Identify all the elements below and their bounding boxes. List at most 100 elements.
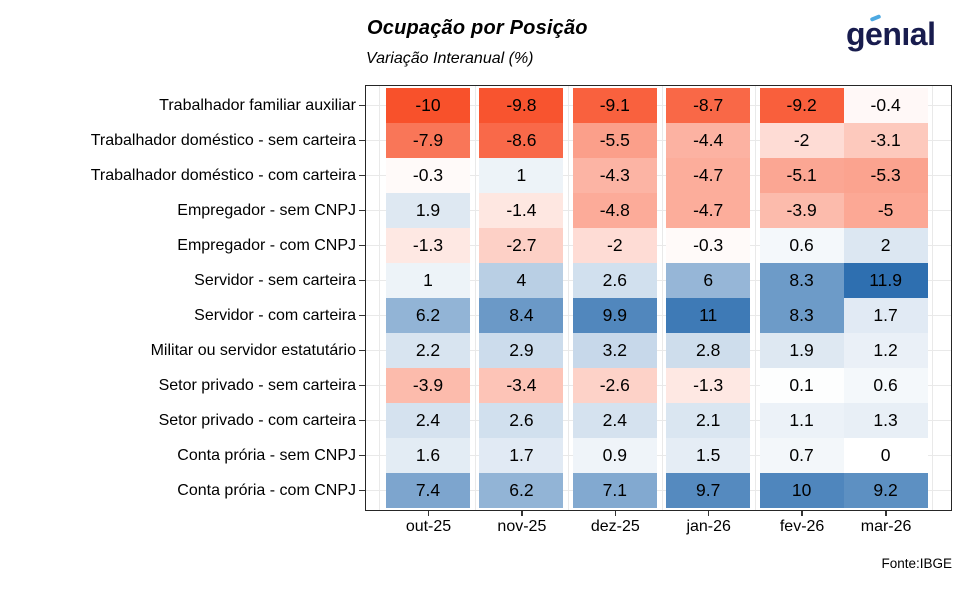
heatmap-cell: -1.3	[386, 227, 470, 263]
y-axis-tick	[359, 279, 365, 282]
gridline-horizontal	[366, 455, 951, 456]
gridline-vertical	[661, 86, 663, 510]
gridline-horizontal	[366, 280, 951, 281]
gridline-horizontal	[366, 385, 951, 386]
chart-title: Ocupação por Posição	[367, 17, 588, 39]
heatmap-cell: 11.9	[843, 262, 928, 298]
heatmap-cell: 1.9	[386, 192, 470, 228]
heatmap-column: -0.4 -3.1 -5.3 -5 2 11.9 1.7 1.2 0.6 1.3 0 9.2	[843, 87, 928, 508]
genial-logo: genıal	[846, 10, 956, 58]
gridline-vertical	[474, 86, 476, 510]
heatmap-cell: 9.2	[843, 472, 928, 508]
heatmap-cell: 8.3	[759, 262, 844, 298]
heatmap-cell: -4.7	[666, 192, 751, 228]
gridline-horizontal	[366, 350, 951, 351]
x-axis-label: out-25	[405, 518, 452, 535]
heatmap-cell: 1	[386, 262, 470, 298]
heatmap-cell: -2	[572, 227, 657, 263]
heatmap-cell: -8.6	[479, 122, 564, 158]
source-note: Fonte:IBGE	[881, 556, 952, 571]
gridline-vertical	[568, 86, 570, 510]
heatmap-cell: 0.7	[759, 437, 844, 473]
heatmap-cell: 2.6	[479, 402, 564, 438]
heatmap-cell: 0	[843, 437, 928, 473]
y-axis-label: Empregador - com CNPJ	[177, 236, 356, 254]
y-axis-tick	[359, 314, 365, 317]
heatmap-cell: -5.5	[572, 122, 657, 158]
y-axis-label: Empregador - sem CNPJ	[177, 201, 356, 219]
x-axis-label: fev-26	[779, 518, 825, 535]
heatmap-cell: 6.2	[479, 472, 564, 508]
heatmap-cell: 0.9	[572, 437, 657, 473]
heatmap-cell: 2.8	[666, 332, 751, 368]
y-axis-tick	[359, 104, 365, 107]
heatmap-cell: 1.6	[386, 437, 470, 473]
x-axis-label: nov-25	[497, 518, 547, 535]
x-axis-label: mar-26	[860, 518, 912, 535]
y-axis-tick	[359, 209, 365, 212]
heatmap-cell: -10	[386, 87, 470, 123]
x-axis-tick	[801, 511, 803, 516]
heatmap-cell: 3.2	[572, 332, 657, 368]
gridline-horizontal	[366, 140, 951, 141]
heatmap-column: -9.1 -5.5 -4.3 -4.8 -2 2.6 9.9 3.2 -2.6 2.4 0.9 7.1	[572, 87, 657, 508]
heatmap-cell: -9.2	[759, 87, 844, 123]
heatmap-cell: 1.3	[843, 402, 928, 438]
heatmap-cell: 1.5	[666, 437, 751, 473]
heatmap-cell: 2	[843, 227, 928, 263]
heatmap-cell: 0.6	[759, 227, 844, 263]
heatmap-cell: 6.2	[386, 297, 470, 333]
heatmap-cell: -5.3	[843, 157, 928, 193]
heatmap-cell: 9.9	[572, 297, 657, 333]
heatmap-cell: 7.1	[572, 472, 657, 508]
gridline-horizontal	[366, 105, 951, 106]
heatmap-cell: 1.7	[843, 297, 928, 333]
heatmap-cell: -0.4	[843, 87, 928, 123]
heatmap-cell: -3.1	[843, 122, 928, 158]
heatmap-cell: -5	[843, 192, 928, 228]
heatmap-cell: -2.7	[479, 227, 564, 263]
y-axis-tick	[359, 139, 365, 142]
heatmap-cell: 1.1	[759, 402, 844, 438]
x-axis-label: dez-25	[590, 518, 640, 535]
y-axis-tick	[359, 489, 365, 492]
heatmap-cell: 6	[666, 262, 751, 298]
heatmap-column: -9.2 -2 -5.1 -3.9 0.6 8.3 8.3 1.9 0.1 1.1 0.7 10	[759, 87, 844, 508]
y-axis-tick	[359, 419, 365, 422]
heatmap-cell: -9.8	[479, 87, 564, 123]
y-axis-tick	[359, 384, 365, 387]
y-axis-label: Trabalhador doméstico - com carteira	[90, 166, 356, 184]
gridline-horizontal	[366, 490, 951, 491]
heatmap-cell: -1.4	[479, 192, 564, 228]
gridline-vertical	[379, 86, 380, 510]
heatmap-cell: -4.8	[572, 192, 657, 228]
heatmap-column: -9.8 -8.6 1 -1.4 -2.7 4 8.4 2.9 -3.4 2.6 1.7 6.2	[479, 87, 564, 508]
y-axis-tick	[359, 174, 365, 177]
heatmap-cell: 1.7	[479, 437, 564, 473]
heatmap-column: -10 -7.9 -0.3 1.9 -1.3 1 6.2 2.2 -3.9 2.4 1.6 7.4	[386, 87, 470, 508]
y-axis-label: Setor privado - sem carteira	[158, 376, 356, 394]
heatmap-cell: 10	[759, 472, 844, 508]
x-axis-tick	[521, 511, 523, 516]
gridline-horizontal	[366, 315, 951, 316]
heatmap-cell: -9.1	[572, 87, 657, 123]
heatmap-cell: -1.3	[666, 367, 751, 403]
gridline-vertical	[754, 86, 756, 510]
chart-subtitle: Variação Interanual (%)	[366, 50, 534, 67]
x-axis-tick	[885, 511, 887, 516]
y-axis-label: Conta prória - sem CNPJ	[177, 446, 356, 464]
heatmap-panel: -10 -7.9 -0.3 1.9 -1.3 1 6.2 2.2 -3.9 2.4 1.6 7.4 -9…	[365, 85, 952, 511]
y-axis-tick	[359, 349, 365, 352]
heatmap-cell: -5.1	[759, 157, 844, 193]
heatmap-cell: -0.3	[386, 157, 470, 193]
heatmap-cell: 2.9	[479, 332, 564, 368]
y-axis-tick	[359, 454, 365, 457]
heatmap-cell: -4.4	[666, 122, 751, 158]
logo-text: genıal	[846, 16, 936, 52]
x-axis-tick	[614, 511, 617, 516]
y-axis-tick	[359, 244, 365, 247]
y-axis-label: Conta prória - com CNPJ	[177, 481, 356, 499]
heatmap-cell: 2.6	[572, 262, 657, 298]
heatmap-cell: 0.1	[759, 367, 844, 403]
heatmap-cell: 1	[479, 157, 564, 193]
